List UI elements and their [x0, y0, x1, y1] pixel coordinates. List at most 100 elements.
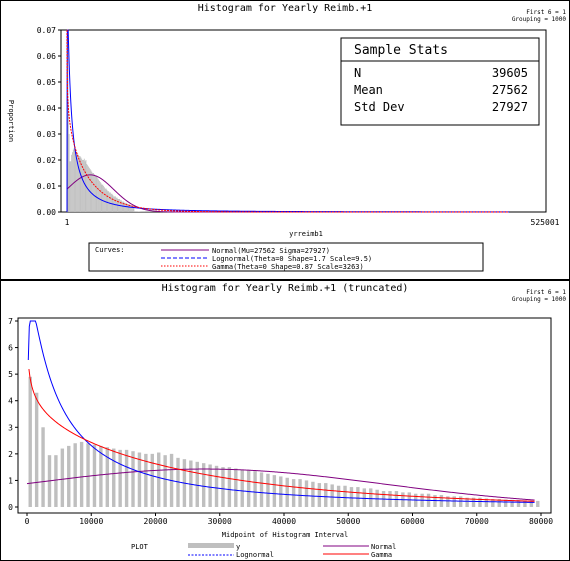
top-histogram-bar [132, 205, 134, 212]
top-histogram-bar [129, 204, 131, 212]
bottom-x-axis: 0 10000 20000 30000 40000 50000 60000 70000 8000… [25, 513, 553, 526]
top-histogram-bar [70, 161, 72, 212]
bottom-histogram-bar [497, 499, 501, 507]
bottom-y-tick-label: 4 [8, 397, 13, 406]
bottom-x-tick-label: 20000 [143, 517, 167, 526]
bottom-histogram-bar [163, 455, 167, 507]
bottom-histogram-bar [79, 441, 84, 507]
top-histogram-bar [109, 192, 110, 212]
top-histogram-bar [122, 201, 124, 212]
top-histogram-bar [67, 100, 69, 212]
top-y-tick-label: 0.02 [37, 156, 56, 165]
top-histogram-bar [102, 184, 104, 212]
bottom-histogram-bar [336, 485, 341, 507]
sample-stats-box: Sample Stats N 39605 Mean 27562 Std Dev … [340, 37, 540, 126]
top-chart-title: Histogram for Yearly Reimb.+1 [198, 3, 373, 14]
stats-label-n: N [354, 66, 361, 80]
bottom-histogram-bar [41, 427, 45, 507]
bottom-histogram-bar [221, 467, 225, 507]
bottom-histogram-bar [227, 467, 232, 507]
top-histogram-bar [111, 193, 113, 212]
bottom-histogram-bar [465, 497, 469, 507]
bottom-x-tick-label: 10000 [79, 517, 103, 526]
bottom-x-axis-label: Midpoint of Histogram Interval [222, 531, 348, 539]
bottom-x-tick-label: 50000 [336, 517, 360, 526]
top-y-tick-label: 0.03 [37, 130, 56, 139]
top-x-tick-min: 1 [65, 218, 70, 227]
top-histogram-bar [124, 202, 126, 212]
top-histogram-bar [104, 188, 106, 212]
top-histogram-bar [126, 203, 128, 212]
bottom-histogram-bar [246, 469, 251, 507]
stats-label-mean: Mean [354, 83, 383, 97]
top-histogram-bar [100, 183, 102, 212]
bottom-histogram-bar [523, 500, 527, 507]
top-histogram-bar [134, 211, 136, 212]
bottom-histogram-bar [291, 479, 296, 507]
bottom-histogram-bar [150, 453, 154, 507]
bottom-histogram-bar [510, 499, 514, 507]
bottom-histogram-bar [272, 475, 277, 507]
bottom-histogram-bar [259, 472, 264, 507]
top-histogram-bar [91, 171, 93, 212]
bottom-histogram-bar [195, 461, 199, 507]
bottom-histogram-bar [105, 447, 110, 507]
top-histogram-bar [135, 211, 137, 212]
bottom-histogram-bar [279, 476, 283, 507]
legend-y-swatch [188, 543, 234, 548]
bottom-histogram-bar [67, 445, 71, 507]
top-histogram-bar [92, 173, 94, 212]
top-x-tick-max: 525001 [531, 218, 560, 227]
legend-gamma-label-bottom: Gamma [371, 551, 392, 559]
stats-box-title: Sample Stats [354, 43, 448, 58]
bottom-histogram-bar [516, 500, 521, 507]
bottom-histogram-bar [112, 448, 116, 507]
top-x-axis-label: yrreimb1 [289, 230, 323, 238]
bottom-y-tick-label: 0 [8, 503, 13, 512]
bottom-legend-title: PLOT [131, 543, 149, 551]
bottom-histogram-bars [28, 376, 540, 507]
legend-normal-label-bottom: Normal [371, 543, 396, 551]
stats-value-n: 39605 [492, 66, 528, 80]
top-histogram-bar [68, 134, 70, 212]
top-y-axis: 0.00 0.01 0.02 0.03 0.04 0.05 0.06 0.07 [37, 26, 61, 217]
stats-value-mean: 27562 [492, 83, 528, 97]
bottom-histogram-bar [201, 463, 206, 507]
bottom-y-tick-label: 2 [8, 450, 13, 459]
top-histogram-bar [74, 149, 76, 212]
bottom-x-tick-label: 80000 [529, 517, 553, 526]
bottom-histogram-bar [60, 448, 65, 507]
bottom-histogram-bar [311, 481, 315, 507]
bottom-x-tick-label: 30000 [208, 517, 232, 526]
top-histogram-bar [76, 152, 78, 212]
bottom-histogram-bar [157, 452, 161, 507]
top-y-tick-label: 0.05 [37, 78, 56, 87]
top-histogram-bar [73, 148, 75, 212]
top-histogram-bar [138, 211, 140, 212]
top-histogram-bar [136, 211, 138, 212]
top-histogram-bar [84, 161, 86, 212]
top-y-tick-label: 0.00 [37, 208, 56, 217]
top-histogram-bar [127, 204, 129, 212]
bottom-histogram-bar [458, 496, 463, 507]
bottom-y-tick-label: 3 [8, 423, 13, 432]
bottom-histogram-bar [208, 464, 212, 507]
bottom-histogram-bar [536, 500, 540, 507]
bottom-histogram-bar [266, 473, 270, 507]
top-histogram-bar [105, 188, 107, 212]
top-histogram-bar [98, 179, 99, 212]
bottom-histogram-bar [362, 488, 367, 507]
top-y-tick-label: 0.04 [37, 104, 56, 113]
bottom-histogram-bar [356, 487, 360, 507]
top-histogram-bar [67, 37, 69, 212]
top-histogram-bar [98, 180, 100, 212]
top-histogram-bar [130, 204, 131, 212]
stats-label-stddev: Std Dev [354, 100, 405, 114]
bottom-histogram-panel: Histogram for Yearly Reimb.+1 (truncated… [8, 283, 566, 559]
top-histogram-bar [77, 153, 78, 212]
bottom-lognormal-curve [27, 320, 535, 503]
bottom-histogram-bar [214, 465, 219, 507]
bottom-histogram-bar [137, 452, 142, 507]
bottom-histogram-bar [478, 497, 482, 507]
bottom-histogram-bar [253, 471, 257, 507]
